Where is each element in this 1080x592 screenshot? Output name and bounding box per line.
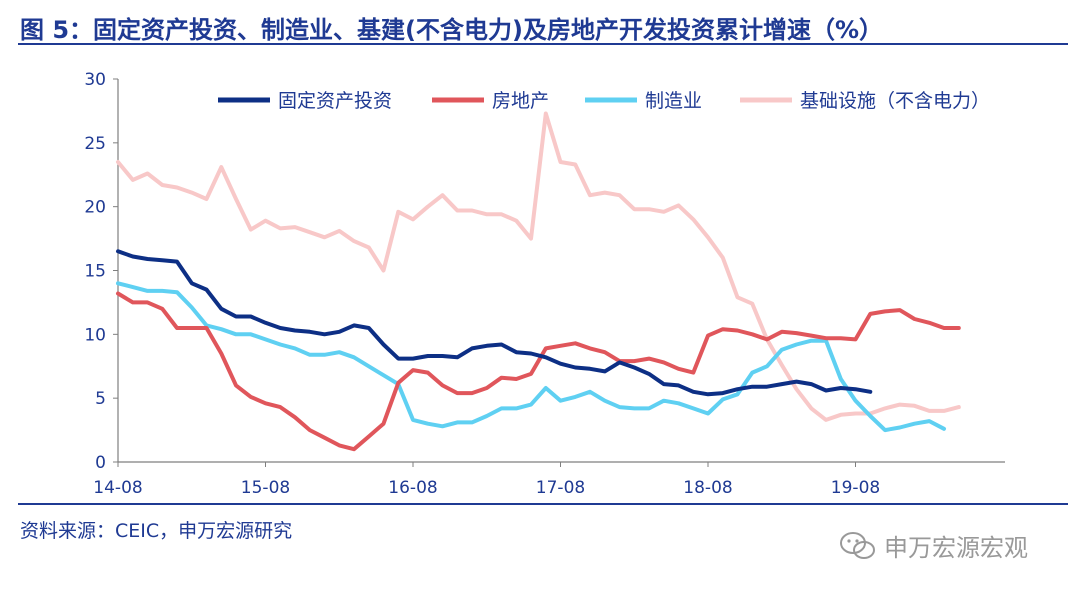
source-note: 资料来源：CEIC，申万宏源研究 bbox=[20, 520, 293, 542]
chart-legend: 固定资产投资 房地产 制造业 基础设施（不含电力） bbox=[218, 90, 990, 112]
x-tick-label: 16-08 bbox=[388, 478, 437, 498]
watermark: 申万宏源宏观 bbox=[838, 528, 1028, 563]
x-tick-label: 18-08 bbox=[683, 478, 732, 498]
chart-axes: 0 5 10 15 20 25 30 14-08 15-08 16-08 17-08 18-08 19-… bbox=[84, 70, 1005, 498]
line-chart: 0 5 10 15 20 25 30 14-08 15-08 16-08 17-08 18-08 19-… bbox=[84, 70, 1005, 498]
series-line-1 bbox=[116, 291, 961, 452]
series-line-0 bbox=[116, 249, 873, 397]
legend-label-1: 房地产 bbox=[492, 90, 549, 112]
wechat-icon bbox=[840, 531, 875, 559]
chart-lines bbox=[116, 111, 961, 452]
x-tick-label: 17-08 bbox=[536, 478, 585, 498]
series-line-3 bbox=[116, 111, 961, 422]
y-tick-label: 20 bbox=[84, 198, 106, 218]
watermark-text: 申万宏源宏观 bbox=[884, 534, 1028, 562]
legend-label-0: 固定资产投资 bbox=[278, 90, 392, 112]
y-tick-label: 0 bbox=[95, 453, 106, 473]
footer-rule bbox=[18, 503, 1068, 505]
x-tick-label: 15-08 bbox=[241, 478, 290, 498]
y-tick-label: 25 bbox=[84, 134, 106, 154]
figure-title: 图 5：固定资产投资、制造业、基建(不含电力)及房地产开发投资累计增速（%） bbox=[20, 16, 884, 44]
y-tick-label: 5 bbox=[95, 389, 106, 409]
x-tick-label: 14-08 bbox=[93, 478, 142, 498]
y-tick-label: 10 bbox=[84, 325, 106, 345]
legend-label-2: 制造业 bbox=[645, 90, 702, 112]
y-tick-label: 15 bbox=[84, 262, 106, 282]
legend-label-3: 基础设施（不含电力） bbox=[800, 90, 990, 112]
title-rule bbox=[18, 43, 1068, 45]
series-line-2 bbox=[116, 281, 946, 433]
y-tick-label: 30 bbox=[84, 70, 106, 90]
x-tick-label: 19-08 bbox=[831, 478, 880, 498]
